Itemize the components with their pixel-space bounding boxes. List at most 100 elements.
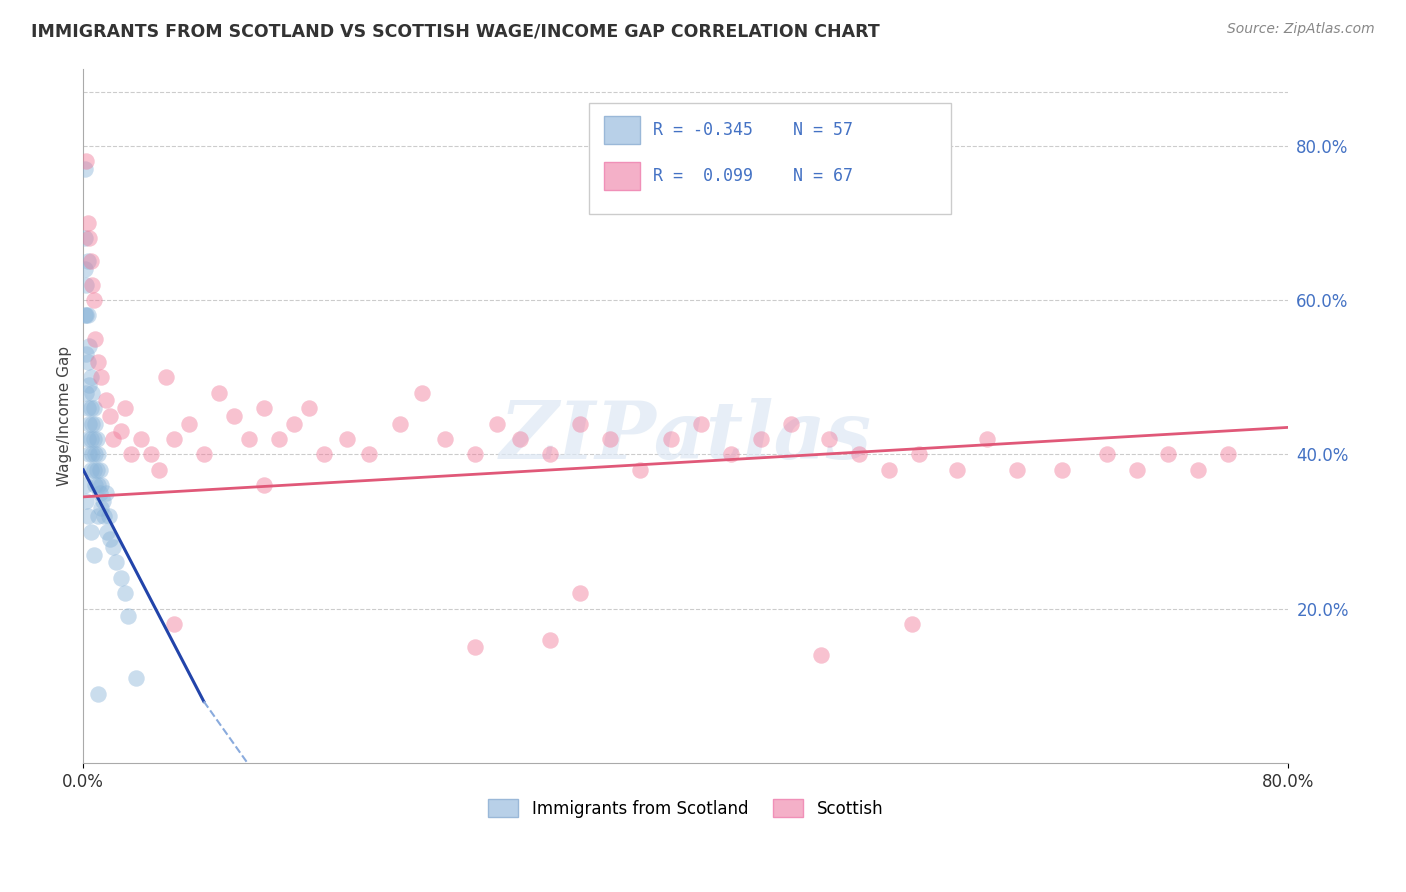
Point xyxy=(411,385,433,400)
Point xyxy=(900,617,922,632)
Point xyxy=(148,463,170,477)
Point xyxy=(80,432,103,446)
Text: R =  0.099    N = 67: R = 0.099 N = 67 xyxy=(654,167,853,186)
Point xyxy=(87,447,110,461)
Point xyxy=(538,447,561,461)
Point xyxy=(84,478,107,492)
Point xyxy=(96,524,118,539)
Point xyxy=(84,332,107,346)
Point xyxy=(193,447,215,461)
Point xyxy=(110,571,132,585)
Point xyxy=(877,463,900,477)
Point xyxy=(283,417,305,431)
Text: ZIPatlas: ZIPatlas xyxy=(499,398,872,475)
Point xyxy=(79,339,101,353)
Point xyxy=(75,154,97,169)
Point xyxy=(103,540,125,554)
Point xyxy=(749,432,772,446)
Point xyxy=(83,548,105,562)
Text: Source: ZipAtlas.com: Source: ZipAtlas.com xyxy=(1227,22,1375,37)
Point xyxy=(569,586,592,600)
Point xyxy=(97,509,120,524)
Point xyxy=(94,393,117,408)
Point xyxy=(630,463,652,477)
Point xyxy=(689,417,711,431)
Point xyxy=(79,447,101,461)
Point xyxy=(121,447,143,461)
Point xyxy=(810,648,832,662)
Point xyxy=(79,417,101,431)
Point xyxy=(79,378,101,392)
Point xyxy=(538,632,561,647)
Point xyxy=(76,509,98,524)
Point xyxy=(433,432,456,446)
Point xyxy=(105,556,128,570)
Point xyxy=(76,401,98,416)
Point xyxy=(1216,447,1239,461)
Point xyxy=(100,533,122,547)
Point xyxy=(114,401,136,416)
Point xyxy=(75,347,97,361)
Point xyxy=(1050,463,1073,477)
Point xyxy=(75,385,97,400)
Point xyxy=(298,401,321,416)
Point xyxy=(817,432,839,446)
Point xyxy=(84,417,107,431)
Point xyxy=(87,509,110,524)
Point xyxy=(110,424,132,438)
Point xyxy=(388,417,411,431)
Point xyxy=(177,417,200,431)
Point xyxy=(720,447,742,461)
Point xyxy=(75,493,97,508)
Point xyxy=(1187,463,1209,477)
Point xyxy=(253,478,276,492)
Point xyxy=(84,447,107,461)
Point xyxy=(80,524,103,539)
Point xyxy=(464,640,486,655)
Point xyxy=(86,463,108,477)
FancyBboxPatch shape xyxy=(603,116,640,144)
Point xyxy=(93,509,115,524)
Point xyxy=(76,355,98,369)
Point xyxy=(76,216,98,230)
Point xyxy=(1126,463,1149,477)
Point xyxy=(1097,447,1119,461)
Point xyxy=(114,586,136,600)
Point xyxy=(89,463,111,477)
Point xyxy=(486,417,509,431)
Point xyxy=(75,277,97,292)
Point xyxy=(848,447,870,461)
Point xyxy=(509,432,531,446)
Point xyxy=(73,231,96,245)
Point xyxy=(103,432,125,446)
Point xyxy=(1156,447,1178,461)
Point xyxy=(267,432,290,446)
Point xyxy=(155,370,177,384)
Point xyxy=(94,486,117,500)
Point xyxy=(336,432,359,446)
Point xyxy=(976,432,998,446)
Point xyxy=(79,231,101,245)
Point xyxy=(569,417,592,431)
Point xyxy=(1005,463,1028,477)
Point xyxy=(90,370,112,384)
Point xyxy=(73,161,96,176)
Point xyxy=(80,370,103,384)
Y-axis label: Wage/Income Gap: Wage/Income Gap xyxy=(58,346,72,486)
Text: R = -0.345    N = 57: R = -0.345 N = 57 xyxy=(654,120,853,138)
Point xyxy=(87,478,110,492)
FancyBboxPatch shape xyxy=(603,162,640,190)
Point xyxy=(87,355,110,369)
Point xyxy=(222,409,245,423)
Point xyxy=(90,478,112,492)
Point xyxy=(100,409,122,423)
Point xyxy=(163,617,186,632)
Point xyxy=(80,401,103,416)
Point xyxy=(359,447,381,461)
Point xyxy=(129,432,152,446)
Point xyxy=(76,432,98,446)
Point xyxy=(73,478,96,492)
Point xyxy=(464,447,486,461)
Point xyxy=(780,417,803,431)
Point xyxy=(91,493,114,508)
